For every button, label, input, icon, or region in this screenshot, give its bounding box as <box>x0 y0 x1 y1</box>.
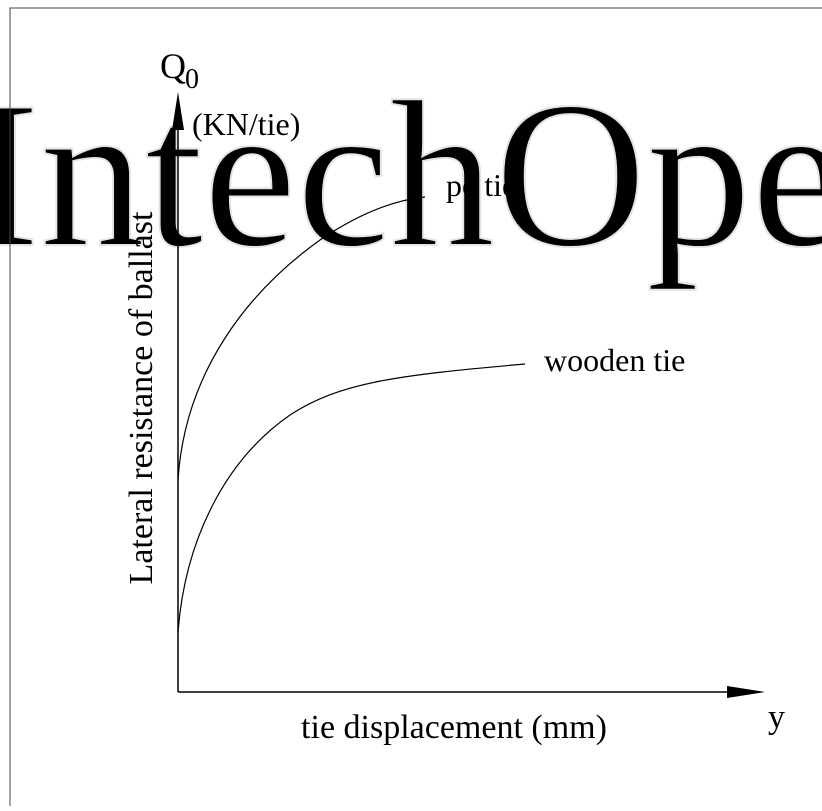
x-axis-label: tie displacement (mm) <box>301 709 607 746</box>
y-arrow <box>172 92 184 130</box>
frame <box>9 7 822 806</box>
curve-label: pc tie <box>446 167 516 203</box>
curve-label: wooden tie <box>544 342 685 378</box>
y-axis-label: Lateral resistance of ballast <box>123 211 160 584</box>
pc-tie-curve <box>177 196 426 481</box>
y-unit: (KN/tie) <box>192 106 300 142</box>
wooden-tie-curve <box>177 363 526 633</box>
y-subscript: 0 <box>185 64 199 95</box>
watermark: IntechOpen <box>0 59 822 291</box>
x-symbol: y <box>768 699 785 736</box>
y-symbol: Q <box>160 46 186 86</box>
x-arrow <box>727 686 765 698</box>
